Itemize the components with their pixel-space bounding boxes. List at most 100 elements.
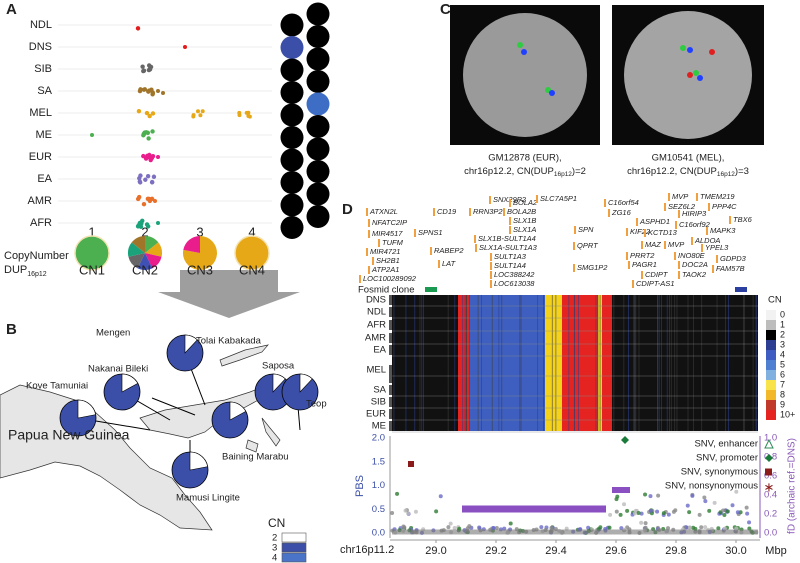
snv-point bbox=[452, 525, 457, 530]
heatmap-streak bbox=[477, 295, 479, 431]
sample-dot bbox=[151, 174, 157, 179]
legend-label: 4 bbox=[780, 349, 785, 359]
row-marker bbox=[389, 320, 392, 330]
probe-signal bbox=[549, 90, 555, 96]
sample-dot bbox=[149, 196, 155, 202]
sample-dot bbox=[146, 196, 152, 202]
place-label: Mengen bbox=[96, 328, 130, 339]
snv-point bbox=[690, 493, 695, 498]
sample-dot bbox=[198, 113, 203, 118]
population-label: DNS bbox=[29, 41, 52, 53]
heatmap-streak bbox=[393, 295, 395, 431]
heatmap-streak bbox=[752, 295, 754, 431]
sample-dot bbox=[200, 109, 205, 114]
heatmap-row-label: ME bbox=[372, 421, 386, 432]
snv-point bbox=[747, 520, 752, 525]
heatmap-streak bbox=[597, 295, 599, 431]
gene-tick bbox=[664, 203, 666, 211]
gene-tick bbox=[632, 280, 634, 288]
sample-dot bbox=[142, 87, 148, 92]
sample-dot bbox=[148, 157, 153, 163]
heatmap-streak bbox=[405, 295, 407, 431]
sample-dot bbox=[183, 45, 187, 49]
snv-point bbox=[539, 525, 544, 530]
heatmap-streak bbox=[674, 295, 676, 431]
gene-label: TMEM219 bbox=[700, 192, 735, 201]
sample-dot bbox=[146, 136, 151, 141]
legend-label: 4 bbox=[272, 553, 277, 563]
gene-label: SLX1B bbox=[513, 216, 536, 225]
gene-label: KCTD13 bbox=[648, 228, 678, 237]
gene-tick bbox=[678, 210, 680, 218]
gene-tick bbox=[664, 241, 666, 249]
legend-swatch bbox=[766, 310, 776, 320]
gene-tick bbox=[469, 208, 471, 216]
cn-pie-slice bbox=[121, 373, 139, 393]
gene-tick bbox=[368, 230, 370, 238]
snv-point bbox=[403, 508, 408, 513]
sample-dot bbox=[144, 222, 150, 227]
population-pie bbox=[280, 81, 304, 104]
snv-point bbox=[619, 526, 624, 531]
gene-tick bbox=[490, 271, 492, 279]
gene-label: FAM57B bbox=[716, 264, 745, 273]
legend-label: 2 bbox=[780, 329, 785, 339]
snv-point bbox=[632, 511, 637, 516]
legend-label: 9 bbox=[780, 399, 785, 409]
gene-label: GDPD3 bbox=[720, 254, 747, 263]
heatmap-streak bbox=[634, 295, 636, 431]
heatmap-streak bbox=[551, 295, 553, 431]
heatmap-streak bbox=[693, 295, 694, 431]
population-pie bbox=[306, 137, 330, 161]
legend-symbol bbox=[764, 438, 774, 449]
snv-point bbox=[636, 510, 641, 515]
country-label: Papua New Guinea bbox=[8, 427, 130, 443]
population-label: EA bbox=[37, 173, 52, 185]
gene-tick bbox=[644, 229, 646, 237]
snv-point bbox=[744, 505, 749, 510]
heatmap-streak bbox=[498, 295, 500, 431]
gene-tick bbox=[691, 237, 693, 245]
place-label: Tolai Kabakada bbox=[196, 336, 262, 347]
x-tick-label: 30.0 bbox=[725, 545, 746, 557]
heatmap-streak bbox=[633, 295, 635, 431]
gene-tick bbox=[509, 217, 511, 225]
map bbox=[0, 344, 281, 531]
sample-dot bbox=[156, 221, 160, 225]
heatmap-streak bbox=[638, 295, 640, 431]
snv-point bbox=[730, 503, 735, 508]
population-label: AMR bbox=[28, 195, 53, 207]
gene-label: MVP bbox=[672, 192, 688, 201]
y2-axis-label: fD (archaic ref.=DNS) bbox=[787, 438, 798, 534]
snv-point bbox=[722, 512, 727, 517]
image-caption: GM12878 (EUR), bbox=[488, 153, 561, 164]
gene-tick bbox=[433, 208, 435, 216]
gene-label: YPEL3 bbox=[705, 243, 729, 252]
snv-point bbox=[745, 511, 750, 516]
heatmap-streak bbox=[656, 295, 658, 431]
population-pie bbox=[306, 92, 330, 116]
snv-point bbox=[395, 491, 400, 496]
legend-label: 1 bbox=[780, 319, 785, 329]
heatmap-streak bbox=[447, 295, 449, 431]
legend-symbol bbox=[765, 468, 772, 476]
heatmap-row-label: EA bbox=[373, 345, 386, 356]
legend-swatch bbox=[766, 340, 776, 350]
legend-label: 8 bbox=[780, 389, 785, 399]
snv-point bbox=[734, 489, 739, 494]
sample-dot bbox=[143, 177, 148, 182]
heatmap-streak bbox=[419, 295, 421, 431]
cn-pie-slice bbox=[299, 373, 313, 393]
y-tick-label: 2.0 bbox=[372, 433, 385, 444]
legend-swatch bbox=[281, 532, 307, 543]
population-label: MEL bbox=[29, 107, 52, 119]
column-label: 1 bbox=[88, 224, 95, 239]
sample-dot bbox=[247, 114, 252, 119]
population-pie bbox=[306, 2, 330, 26]
heatmap-streak bbox=[481, 295, 482, 431]
heatmap-streak bbox=[464, 295, 466, 431]
legend-subtitle: DUP16p12 bbox=[4, 264, 47, 278]
gene-tick bbox=[668, 193, 670, 201]
y2-tick-label: 0.0 bbox=[764, 528, 777, 539]
